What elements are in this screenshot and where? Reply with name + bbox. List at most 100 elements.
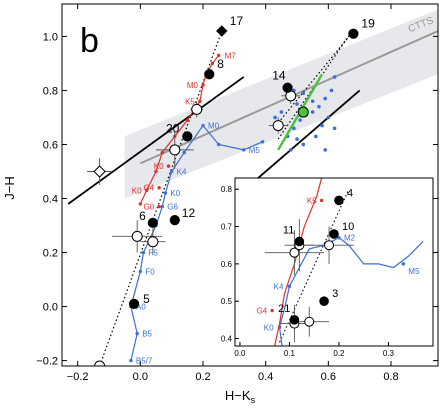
inset-giant-marker-1 <box>319 198 324 203</box>
inset-y-tick-label-4: 0.8 <box>221 185 233 194</box>
panel-label: b <box>80 22 99 60</box>
inset-filled-point-11 <box>294 236 305 247</box>
reddening-vector-2 <box>277 33 351 140</box>
giant-marker-2 <box>154 169 158 174</box>
dwarf-marker-13 <box>260 140 265 144</box>
giant-marker-5 <box>185 118 190 122</box>
blue-scatter-point-2 <box>301 91 306 95</box>
inset-x-tick-label-3: 0.3 <box>383 349 395 358</box>
red-marker-1 <box>157 186 161 190</box>
giant-marker-6 <box>198 99 202 103</box>
inset-x-tick-label-1: 0.1 <box>284 349 296 358</box>
inset-frame <box>234 177 434 347</box>
inset-dwarf-label-0: K0 <box>264 323 274 332</box>
x-tick-label-1: 0.0 <box>133 371 148 383</box>
green-point <box>297 106 309 118</box>
filled-point-8 <box>204 69 215 80</box>
dwarf-marker-4 <box>141 250 146 255</box>
x-axis-label: H−Ks <box>225 388 256 405</box>
dwarf-marker-1 <box>135 331 139 336</box>
inset-dwarf-label-3: M5 <box>408 267 420 276</box>
blue-scatter-point-3 <box>310 99 315 104</box>
dwarf-label-6: G6 <box>167 203 178 212</box>
giant-marker-7 <box>201 83 205 87</box>
extinction-line-0 <box>67 76 245 205</box>
giant-label-10: M7 <box>225 51 237 60</box>
y-tick-label-4: 0.6 <box>43 139 58 151</box>
inset-background <box>235 178 433 346</box>
inset-plot: K0 K4 M2 M5 G4 K5 4 10 3 21 11 0.0 0.1 0.2 0.3 0.4 0.5 0.… <box>221 177 434 358</box>
x-tick-label-4: 0.6 <box>321 371 336 383</box>
dwarf-label-12: M5 <box>249 146 261 155</box>
blue-scatter-point-16 <box>314 134 318 139</box>
blue-scatter-point-12 <box>326 115 331 120</box>
giant-label-7: M0 <box>187 81 199 90</box>
red-marker-2 <box>166 164 171 168</box>
point-label-20: 20 <box>166 121 180 135</box>
dwarf-label-1: B5 <box>142 330 152 339</box>
filled-point-5 <box>128 298 140 309</box>
dwarf-label-2: A0 <box>136 303 146 312</box>
open-point-6 <box>147 236 159 248</box>
inset-dwarf-marker-1 <box>287 284 292 288</box>
blue-scatter-point-7 <box>310 110 315 114</box>
y-tick-label-1: 0.0 <box>43 302 58 314</box>
axis-labels: b H−Ks J−H <box>2 22 256 405</box>
point-label-19: 19 <box>361 17 375 31</box>
blue-scatter-point-17 <box>288 148 293 152</box>
inset-point-label-10: 10 <box>342 221 354 233</box>
y-tick-label-0: −0.2 <box>36 356 58 368</box>
filled-diamond-17 <box>216 25 228 37</box>
giant-marker-9 <box>210 61 215 66</box>
inset-y-tick-label-2: 0.6 <box>221 260 233 269</box>
inset-dwarf-marker-2 <box>337 236 341 240</box>
dwarf-label-3: F0 <box>145 267 155 276</box>
filled-point-6 <box>147 217 158 228</box>
y-tick-label-5: 0.8 <box>43 85 58 97</box>
inset-filled-point-4 <box>334 195 344 206</box>
y-tick-label-3: 0.4 <box>43 194 58 206</box>
point-label-6: 6 <box>139 209 146 223</box>
dwarf-marker-0 <box>129 358 133 363</box>
inset-filled-point-3 <box>319 296 329 307</box>
point-label-5: 5 <box>143 292 150 306</box>
filled-point-12 <box>169 215 180 226</box>
y-axis-label: J−H <box>2 176 17 199</box>
red-marker-label-2: K0 <box>154 162 164 171</box>
open-point-2 <box>169 144 181 156</box>
inset-point-label-21: 21 <box>278 303 290 315</box>
filled-point-20 <box>182 131 193 142</box>
point-label-14: 14 <box>272 69 286 83</box>
inset-y-tick-label-3: 0.7 <box>221 223 233 232</box>
dwarf-marker-12 <box>242 148 246 152</box>
inset-open-point-2 <box>324 240 335 251</box>
dwarf-marker-7 <box>163 191 168 195</box>
inset-x-tick-label-2: 0.2 <box>333 349 345 358</box>
ctts-band <box>124 9 438 199</box>
inset-open-point-4 <box>304 316 315 327</box>
x-tick-label-0: −0.2 <box>67 371 89 383</box>
open-point-7 <box>94 360 106 366</box>
inset-y-tick-label-0: 0.4 <box>221 335 233 344</box>
open-point-3 <box>272 120 284 132</box>
giant-label-6: K5 <box>185 97 195 106</box>
point-label-17: 17 <box>230 14 244 28</box>
dwarf-marker-11 <box>216 142 221 147</box>
inset-dwarf-marker-3 <box>401 262 405 266</box>
open-point-5 <box>131 230 143 242</box>
dwarf-label-7: K0 <box>170 189 180 198</box>
point-label-8: 8 <box>217 57 224 71</box>
inset-dwarf-label-1: K4 <box>274 282 284 291</box>
dwarf-marker-8 <box>169 169 174 174</box>
blue-scatter-point-8 <box>317 104 321 109</box>
extinction-line-1 <box>252 89 361 183</box>
blue-scatter-point-18 <box>320 123 324 128</box>
red-marker-label-1: G4 <box>143 184 154 193</box>
blue-scatter-point-5 <box>298 118 302 122</box>
y-tick-label-2: 0.2 <box>43 248 58 260</box>
blue-scatter-point-9 <box>323 96 328 101</box>
x-tick-label-5: 0.8 <box>383 371 398 383</box>
dwarf-label-10: M0 <box>208 122 220 131</box>
